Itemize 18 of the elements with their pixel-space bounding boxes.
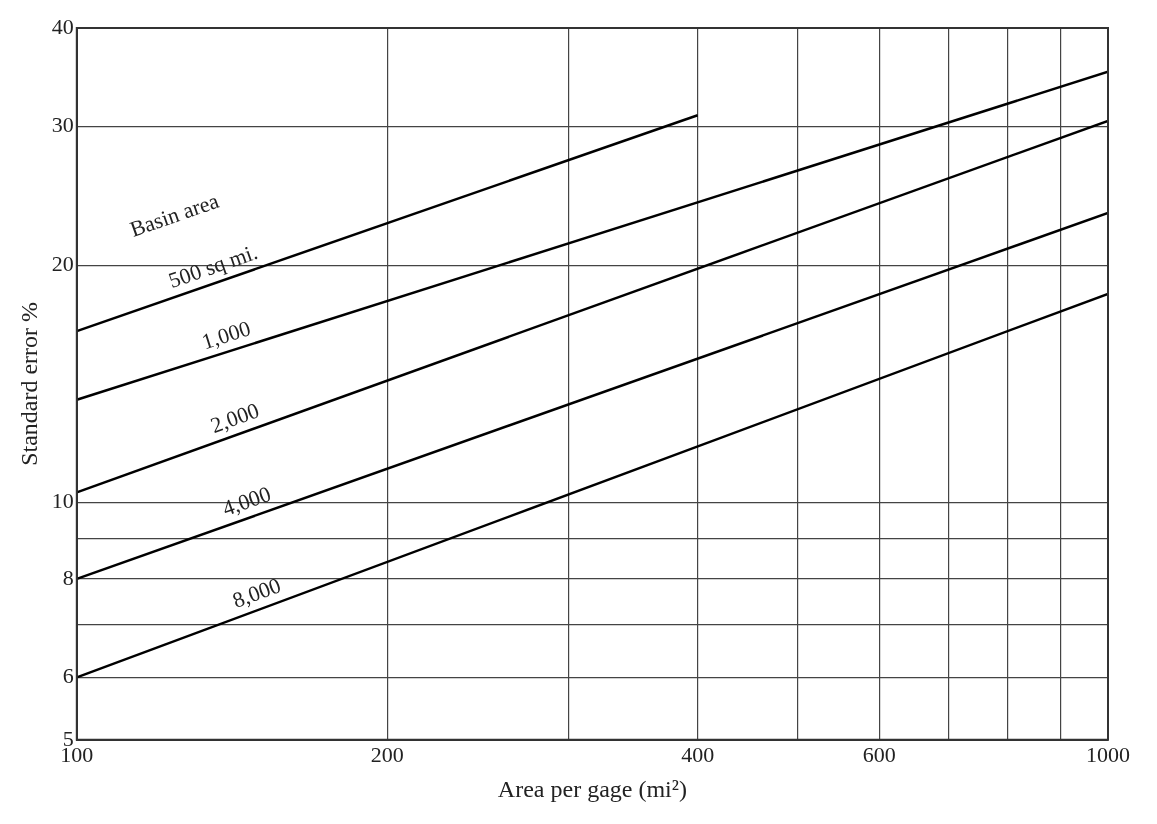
x-tick-label: 600 [862, 741, 896, 767]
y-tick-label: 40 [51, 13, 74, 39]
y-tick-label: 30 [51, 112, 74, 138]
y-tick-label: 8 [62, 564, 74, 590]
text: 8,000 [228, 572, 285, 614]
y-tick-label: 10 [51, 488, 74, 514]
x-axis-title: Area per gage (mi²) [497, 775, 687, 802]
x-tick-label: 400 [681, 741, 715, 767]
text: 500 sq mi. [165, 239, 261, 294]
annotation: Basin area [126, 187, 223, 242]
text: 2,000 [207, 397, 263, 438]
text: 1,000 [198, 315, 254, 355]
text: 4,000 [218, 480, 274, 522]
y-axis-title: Standard error % [15, 301, 42, 466]
y-tick-label: 6 [62, 663, 74, 689]
x-tick-label: 1000 [1086, 741, 1130, 767]
x-tick-label: 200 [370, 741, 404, 767]
y-tick-label: 20 [51, 251, 74, 277]
